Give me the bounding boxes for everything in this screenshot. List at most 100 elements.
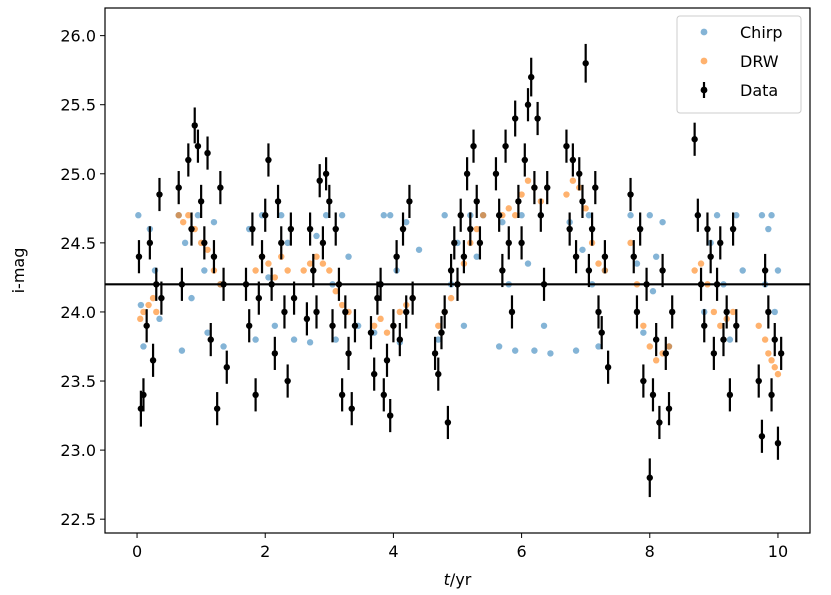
- data-point: [306, 225, 314, 233]
- chirp-point: [646, 212, 653, 219]
- data-point: [640, 377, 647, 385]
- data-point: [691, 136, 698, 143]
- drw-point: [479, 212, 487, 219]
- data-point: [576, 170, 583, 177]
- data-point: [281, 308, 288, 316]
- chirp-point: [181, 239, 189, 247]
- drw-point: [383, 329, 391, 336]
- data-point: [572, 253, 580, 260]
- drw-point: [145, 301, 152, 309]
- chirp-point: [387, 212, 394, 219]
- data-point: [313, 308, 320, 316]
- drw-point: [771, 364, 778, 371]
- data-point: [470, 142, 477, 150]
- drw-point: [691, 267, 698, 274]
- data-point: [156, 191, 163, 198]
- chirp-point: [332, 336, 339, 343]
- data-point: [185, 156, 192, 164]
- chirp-point: [726, 336, 734, 343]
- chirp-point: [531, 347, 538, 354]
- data-point: [146, 239, 154, 247]
- data-point: [217, 184, 224, 191]
- data-point: [515, 198, 522, 205]
- drw-point: [396, 308, 404, 316]
- drw-point: [306, 260, 314, 267]
- drw-point: [332, 288, 339, 295]
- chirp-point: [204, 329, 211, 336]
- chirp-point: [210, 218, 218, 226]
- drw-point: [153, 308, 160, 316]
- data-point: [720, 336, 727, 343]
- data-point: [777, 350, 785, 357]
- data-point: [726, 391, 734, 399]
- data-point: [476, 239, 484, 247]
- chirp-point: [713, 212, 721, 219]
- drw-point: [284, 267, 291, 274]
- chirp-point: [188, 294, 195, 302]
- data-point: [387, 412, 394, 419]
- x-axis-label-italic: t: [444, 570, 451, 589]
- plot-marks: [105, 43, 810, 498]
- data-point: [595, 308, 602, 316]
- data-point: [451, 239, 458, 247]
- data-point: [213, 405, 221, 412]
- chirp-point: [768, 212, 775, 219]
- x-axis-label: t/yr: [444, 570, 472, 589]
- data-point: [511, 115, 519, 122]
- data-point: [707, 253, 714, 260]
- data-point: [380, 391, 387, 399]
- data-point: [374, 294, 381, 302]
- y-tick-label: 25.5: [60, 96, 96, 115]
- drw-point: [646, 343, 653, 350]
- drw-point: [140, 308, 147, 316]
- data-point: [717, 239, 724, 247]
- data-point: [403, 308, 410, 316]
- data-point: [135, 253, 143, 260]
- data-point: [649, 391, 657, 399]
- data-point: [406, 198, 413, 205]
- drw-point: [652, 357, 660, 364]
- data-point: [694, 212, 702, 219]
- data-point: [723, 308, 730, 316]
- plot-area: [105, 43, 810, 498]
- drw-point: [313, 253, 320, 260]
- chirp-point: [524, 260, 532, 267]
- data-point: [207, 336, 214, 343]
- data-point: [271, 350, 279, 357]
- data-point: [370, 370, 378, 378]
- x-tick-label: 10: [768, 542, 788, 561]
- data-point: [463, 170, 471, 177]
- data-point: [319, 239, 327, 247]
- drw-point: [729, 308, 737, 316]
- legend-box: [676, 15, 802, 114]
- chirp-point: [278, 212, 285, 219]
- chirp-point: [194, 212, 202, 219]
- data-point: [771, 336, 778, 343]
- data-point: [194, 142, 202, 150]
- drw-point: [582, 205, 589, 212]
- drw-point: [627, 239, 634, 247]
- data-point: [316, 177, 323, 184]
- data-point: [630, 253, 637, 260]
- drw-point: [768, 357, 775, 364]
- data-point: [143, 322, 150, 329]
- drw-point: [179, 218, 187, 226]
- drw-point: [717, 322, 724, 329]
- data-point: [604, 364, 612, 371]
- chirp-point: [271, 322, 279, 329]
- chirp-point: [633, 260, 641, 267]
- drw-point: [524, 177, 532, 184]
- chirp-point: [739, 267, 746, 274]
- data-point: [197, 198, 205, 205]
- data-point: [223, 364, 230, 371]
- x-tick-label: 8: [645, 542, 655, 561]
- data-point: [329, 322, 336, 329]
- data-point: [249, 225, 256, 233]
- data-point: [636, 225, 644, 233]
- legend: Chirp DRW Data: [676, 15, 802, 114]
- y-axis-label: i-mag: [9, 248, 28, 294]
- data-point: [633, 308, 641, 316]
- data-point: [326, 198, 333, 205]
- data-point: [342, 308, 349, 316]
